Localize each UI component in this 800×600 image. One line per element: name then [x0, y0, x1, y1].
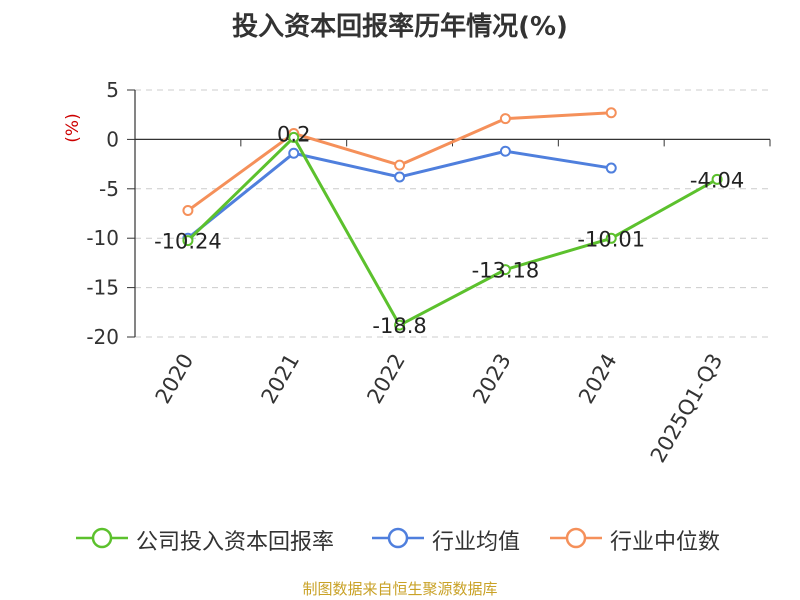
y-tick-label: -5 — [99, 177, 119, 201]
data-point — [605, 162, 617, 174]
data-point — [394, 171, 406, 183]
data-label: -13.18 — [472, 259, 540, 283]
data-point — [605, 232, 617, 244]
data-label-layer: -10.24 0.2 -18.8 -13.18 -10.01 -4.04 — [154, 122, 744, 338]
y-tick-label: -20 — [86, 325, 119, 349]
y-axis-label: (%) — [63, 113, 83, 142]
y-tick-label: 5 — [106, 78, 119, 102]
y-tick-label: -15 — [86, 276, 119, 300]
data-label: -10.24 — [154, 230, 222, 254]
data-label: -18.8 — [372, 314, 426, 338]
axis-layer: 5 0 -5 -10 -15 -20 (%) 2020 2021 2022 2023 2024 2025… — [63, 78, 771, 467]
legend-label: 行业均值 — [432, 530, 521, 555]
data-point — [605, 107, 617, 119]
data-point — [288, 147, 300, 159]
data-label: 0.2 — [277, 122, 310, 146]
chart-title: 投入资本回报率历年情况(%) — [232, 12, 568, 42]
data-label: -4.04 — [690, 168, 744, 192]
x-tick-label: 2024 — [574, 350, 622, 408]
series-layer — [182, 107, 723, 331]
grid-layer — [135, 89, 770, 338]
y-tick-label: 0 — [106, 127, 119, 151]
data-point — [499, 264, 511, 276]
data-point — [288, 131, 300, 143]
x-tick-label: 2022 — [362, 350, 410, 408]
legend: 公司投入资本回报率 行业均值 行业中位数 — [0, 522, 800, 556]
y-tick-label: -10 — [86, 226, 119, 250]
x-tick-label: 2025Q1-Q3 — [646, 350, 728, 467]
x-tick-label: 2023 — [468, 349, 516, 407]
data-point — [182, 235, 194, 247]
series-line — [186, 135, 718, 327]
legend-label: 行业中位数 — [610, 530, 721, 555]
data-point — [394, 319, 406, 331]
data-point — [499, 113, 511, 125]
source-note: 制图数据来自恒生聚源数据库 — [302, 580, 498, 598]
legend-label: 公司投入资本回报率 — [136, 530, 335, 555]
data-point — [711, 173, 723, 185]
data-point — [499, 145, 511, 157]
data-point — [182, 205, 194, 217]
data-point — [394, 159, 406, 171]
x-tick-label: 2020 — [151, 350, 199, 408]
data-label: -10.01 — [577, 227, 645, 251]
x-tick-label: 2021 — [257, 350, 305, 408]
line-chart: 5 0 -5 -10 -15 -20 (%) 2020 2021 2022 2023 2024 2025… — [63, 78, 771, 467]
